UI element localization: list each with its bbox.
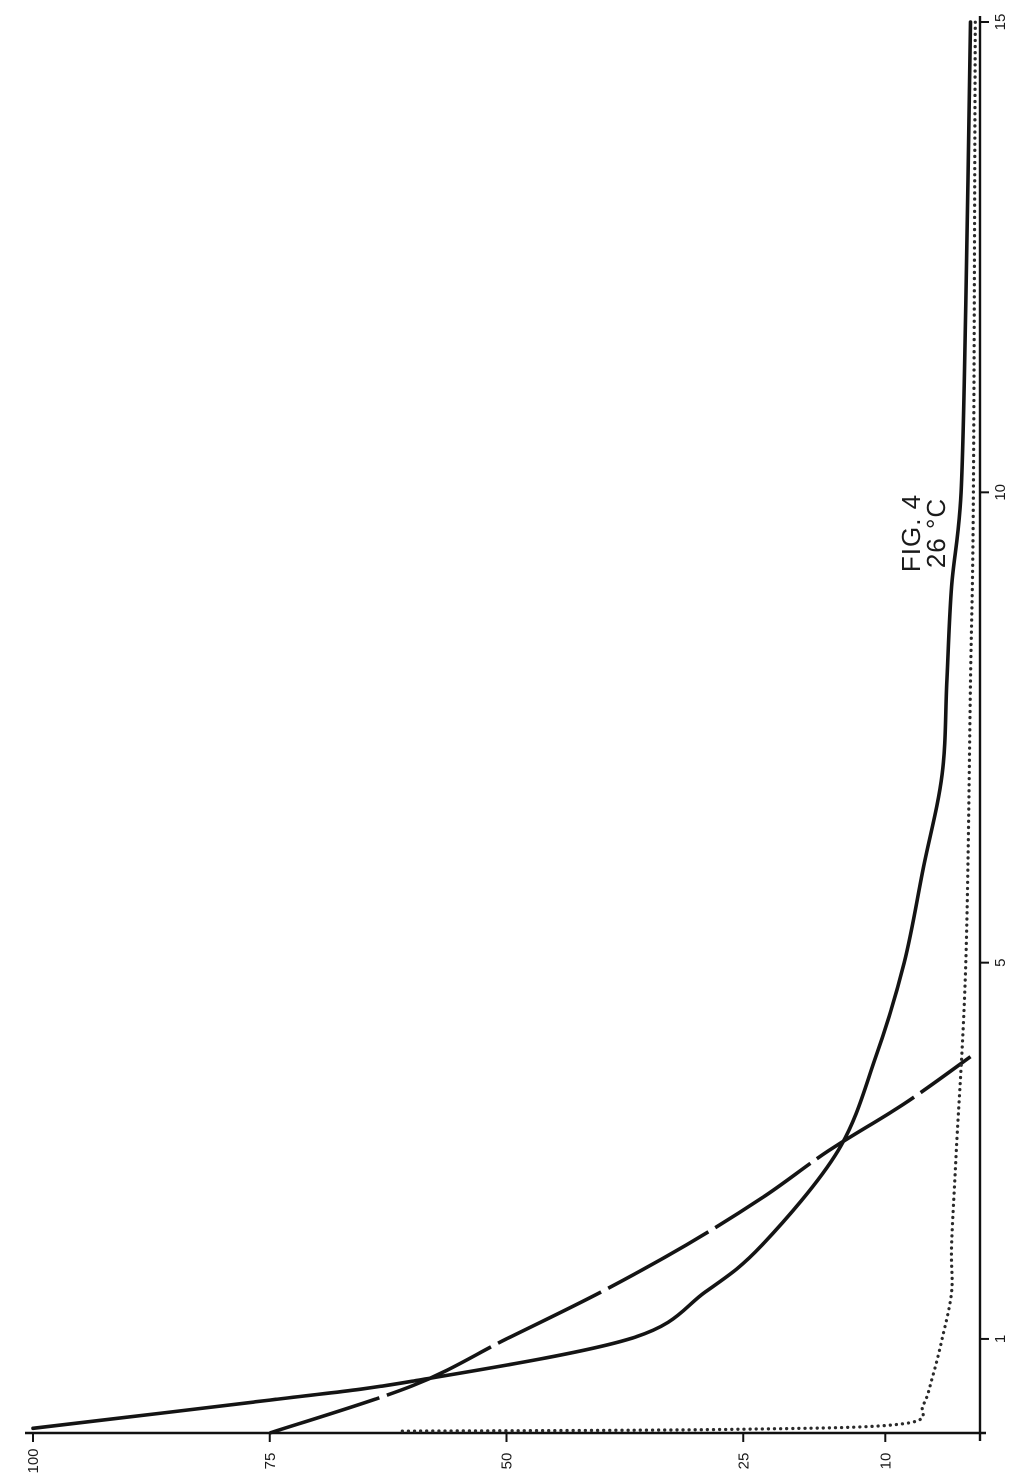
curves xyxy=(31,20,977,1435)
series-solid-line xyxy=(31,20,973,1431)
y-tick-label: 75 xyxy=(262,1453,279,1470)
y-tick-label: 10 xyxy=(877,1453,894,1470)
y-tick-label: 100 xyxy=(25,1448,42,1473)
temperature-label: 26 °C xyxy=(921,498,951,568)
series-dotted-line xyxy=(400,20,977,1433)
series-dashed-line xyxy=(269,1055,972,1435)
y-tick-label: 25 xyxy=(735,1453,752,1470)
x-tick-label: 15 xyxy=(992,14,1009,31)
axes xyxy=(25,16,989,1442)
y-tick-label: 50 xyxy=(499,1453,516,1470)
figure-caption: FIG. 4 xyxy=(896,494,926,572)
x-tick-label: 10 xyxy=(992,484,1009,501)
x-tick-label: 5 xyxy=(992,958,1009,966)
x-tick-label: 1 xyxy=(992,1335,1009,1343)
